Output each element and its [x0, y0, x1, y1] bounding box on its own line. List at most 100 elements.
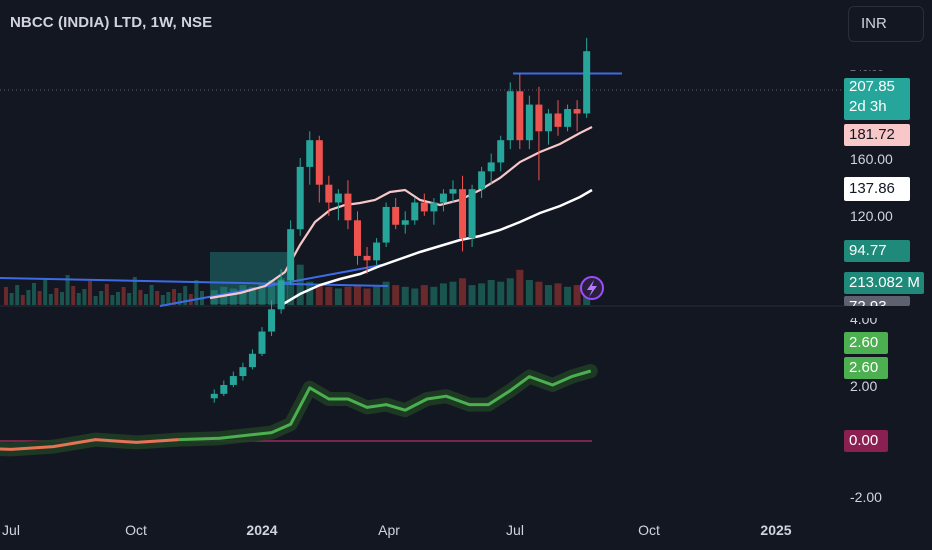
volume-bar	[373, 286, 381, 305]
osc-axis-label-4: 4.00	[850, 311, 878, 327]
volume-bar	[430, 286, 438, 305]
time-label-2024: 2024	[246, 522, 278, 538]
volume-bar	[60, 292, 64, 305]
ma-long-line	[279, 188, 593, 308]
time-label-oct-2023: Oct	[125, 522, 147, 538]
ma-long-tag: 137.86	[844, 177, 910, 201]
volume-bar	[544, 285, 552, 305]
candle-body	[306, 140, 314, 167]
volume-bar	[172, 289, 176, 305]
candle-body	[210, 393, 218, 399]
volume-bar	[382, 281, 390, 305]
volume-bar	[20, 295, 25, 305]
volume-bar	[65, 275, 70, 305]
volume-bar	[478, 283, 486, 305]
candle-body	[353, 220, 361, 256]
volume-bar	[287, 269, 295, 305]
candle-body	[487, 162, 495, 172]
volume-bar	[15, 285, 20, 305]
osc-line-negative	[0, 438, 179, 451]
volume-bar	[449, 281, 457, 305]
osc-axis-label-neg2: -2.00	[850, 489, 882, 505]
volume-bar	[32, 283, 36, 305]
price-axis-label-120: 120.00	[850, 208, 893, 224]
volume-bar	[239, 285, 247, 305]
volume-bar	[268, 280, 276, 305]
volume-bar	[248, 286, 256, 305]
volume-bar	[82, 289, 87, 305]
volume-bar	[516, 269, 524, 305]
candle-body	[392, 206, 400, 225]
candle-body	[287, 229, 295, 281]
volume-bar	[487, 280, 495, 305]
volume-bar	[506, 278, 514, 305]
volume-bar	[76, 293, 81, 305]
volume-bar	[183, 286, 188, 305]
candle-body	[420, 202, 428, 212]
candle-body	[535, 104, 543, 132]
volume-bar	[9, 293, 14, 305]
osc-line	[178, 369, 592, 442]
currency-selector[interactable]: INR	[848, 6, 924, 42]
candle-body	[573, 109, 581, 114]
volume-bar	[194, 280, 199, 305]
volume-bar	[144, 294, 148, 305]
volume-bar	[325, 286, 333, 305]
candle-body	[506, 91, 514, 141]
candle-body	[411, 202, 419, 221]
candle-body	[315, 140, 323, 185]
osc-glow	[0, 364, 598, 457]
osc-zero-tag: 0.00	[844, 430, 888, 452]
candle-body	[459, 189, 467, 239]
candle-body	[229, 376, 237, 385]
volume-bar	[155, 291, 160, 305]
candlesticks	[210, 37, 591, 403]
volume-bar	[132, 277, 137, 305]
ma-low-tag: 94.77	[844, 240, 910, 262]
volume-bar	[229, 288, 237, 305]
candle-body	[583, 51, 591, 114]
volume-bar	[71, 286, 76, 305]
volume-bar	[525, 280, 533, 305]
oscillator-pane	[0, 364, 598, 457]
candle-body	[220, 384, 228, 394]
chart-markers	[580, 276, 604, 300]
trendline-rising	[159, 263, 388, 307]
candle-body	[468, 189, 476, 239]
volume-bar	[26, 290, 31, 305]
volume-bar	[420, 285, 428, 305]
candle-body	[401, 220, 409, 225]
candle-body	[525, 104, 533, 141]
volume-bar	[363, 288, 371, 305]
price-axis-label-top: 240.00	[850, 62, 884, 74]
candle-body	[277, 280, 285, 310]
candle-body	[478, 171, 486, 190]
candle-body	[564, 109, 572, 127]
volume-bar	[459, 278, 467, 305]
candle-body	[325, 184, 333, 203]
candle-body	[268, 309, 276, 332]
cut-off-tag: 72.93	[844, 296, 910, 306]
volume-bar	[149, 285, 154, 305]
volume-bar	[315, 285, 323, 305]
volume-bar	[37, 291, 42, 305]
time-label-jul-2024: Jul	[506, 522, 524, 538]
ma-short-tag: 181.72	[844, 124, 910, 146]
osc-axis-label-2: 2.00	[850, 378, 878, 394]
grid-lines	[0, 89, 845, 307]
volume-bar	[439, 283, 447, 305]
volume-bar	[573, 285, 581, 305]
symbol-title[interactable]: NBCC (INDIA) LTD, 1W, NSE	[10, 14, 213, 31]
volume-bar	[411, 288, 419, 305]
candle-body	[258, 331, 266, 354]
volume-bar	[104, 284, 109, 305]
volume-bar	[99, 291, 104, 305]
volume-bar	[121, 287, 126, 305]
volume-bar	[177, 293, 182, 305]
last-price-tag: 207.85	[844, 78, 910, 98]
volume-bar	[116, 292, 120, 305]
volume-bar	[88, 281, 92, 305]
candle-body	[382, 206, 390, 243]
volume-bar	[166, 292, 171, 305]
